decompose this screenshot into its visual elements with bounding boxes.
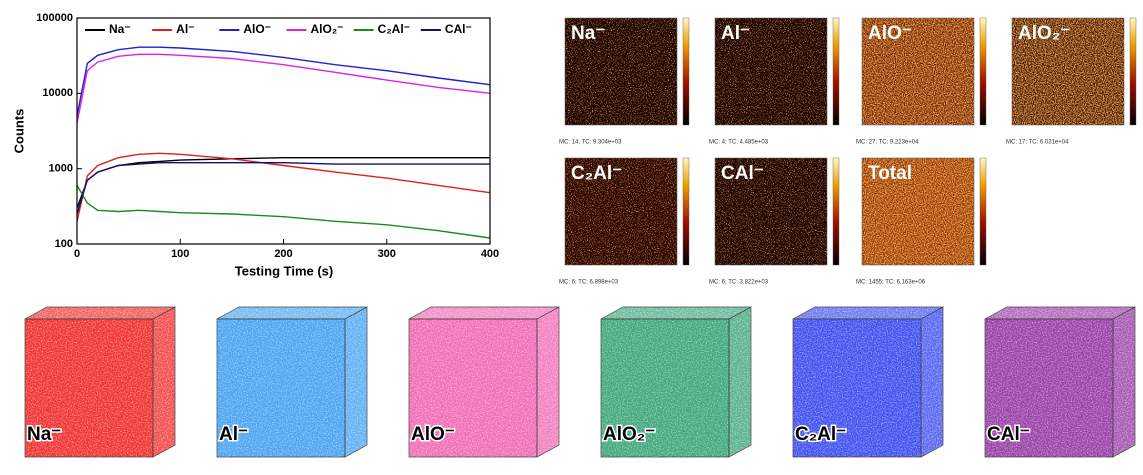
map-label: CAl⁻	[721, 163, 764, 184]
map-label: Al⁻	[721, 23, 750, 44]
ion-map: Al⁻ MC: 4; TC: 4.485e+03	[709, 18, 839, 146]
cube-label: Na⁻	[27, 424, 61, 445]
legend-label: CAl⁻	[445, 22, 472, 36]
colorbar	[980, 18, 986, 125]
map-caption: MC: 17; TC: 6.031e+04	[1006, 140, 1069, 146]
cube-label: AlO⁻	[411, 424, 455, 445]
colorbar	[683, 158, 689, 265]
ion-map: Na⁻ MC: 14; TC: 9.304e+03	[559, 18, 689, 146]
cube-label: C₂Al⁻	[795, 424, 846, 445]
map-label: C₂Al⁻	[571, 163, 622, 184]
colorbar	[980, 158, 986, 265]
legend-label: AlO⁻	[243, 22, 271, 36]
x-tick-label: 100	[171, 248, 189, 260]
map-caption: MC: 4; TC: 4.485e+03	[709, 140, 769, 146]
y-tick-label: 100000	[36, 12, 73, 24]
cube: Na⁻	[25, 307, 175, 457]
y-axis-title: Counts	[11, 109, 26, 154]
y-tick-label: 100	[55, 238, 73, 250]
series-line	[77, 47, 490, 116]
map-label: AlO⁻	[868, 23, 912, 44]
legend-label: Al⁻	[176, 22, 194, 36]
ion-map: AlO⁻ MC: 27; TC: 9.223e+04	[856, 18, 986, 146]
x-tick-label: 200	[274, 248, 292, 260]
cube-label: CAl⁻	[987, 424, 1030, 445]
figure: Testing Time (s) Counts 1001000100001000…	[0, 0, 1143, 475]
legend-label: C₂Al⁻	[378, 22, 410, 36]
x-axis-title: Testing Time (s)	[235, 263, 333, 278]
map-caption: MC: 1455; TC: 6.163e+06	[856, 280, 926, 286]
cube: Al⁻	[217, 307, 367, 457]
map-caption: MC: 6; TC: 3.822e+03	[709, 280, 769, 286]
ion-map: Total MC: 1455; TC: 6.163e+06	[856, 158, 986, 286]
x-tick-label: 0	[74, 248, 80, 260]
x-tick-label: 400	[481, 248, 499, 260]
legend-label: Na⁻	[109, 22, 131, 36]
colorbar	[833, 18, 839, 125]
cube: AlO₂⁻	[601, 307, 751, 457]
y-tick-label: 1000	[49, 163, 73, 175]
cube-label: Al⁻	[219, 424, 248, 445]
map-caption: MC: 14; TC: 9.304e+03	[559, 140, 622, 146]
legend-label: AlO₂⁻	[311, 22, 344, 36]
map-caption: MC: 27; TC: 9.223e+04	[856, 140, 919, 146]
ion-map: CAl⁻ MC: 6; TC: 3.822e+03	[709, 158, 839, 286]
colorbar	[683, 18, 689, 125]
series-line	[77, 185, 490, 238]
cube: C₂Al⁻	[793, 307, 943, 457]
y-tick-label: 10000	[42, 87, 73, 99]
series-line	[77, 54, 490, 123]
cube-label: AlO₂⁻	[603, 424, 655, 445]
map-label: AlO₂⁻	[1018, 23, 1070, 44]
map-label: Na⁻	[571, 23, 605, 44]
colorbar	[833, 158, 839, 265]
colorbar	[1130, 18, 1136, 125]
cube: CAl⁻	[985, 307, 1135, 457]
cube: AlO⁻	[409, 307, 559, 457]
map-label: Total	[868, 163, 912, 184]
ion-map: C₂Al⁻ MC: 6; TC: 6.898e+03	[559, 158, 689, 286]
map-caption: MC: 6; TC: 6.898e+03	[559, 280, 619, 286]
series-line	[77, 163, 490, 214]
ion-map: AlO₂⁻ MC: 17; TC: 6.031e+04	[1006, 18, 1136, 146]
x-tick-label: 300	[378, 248, 396, 260]
